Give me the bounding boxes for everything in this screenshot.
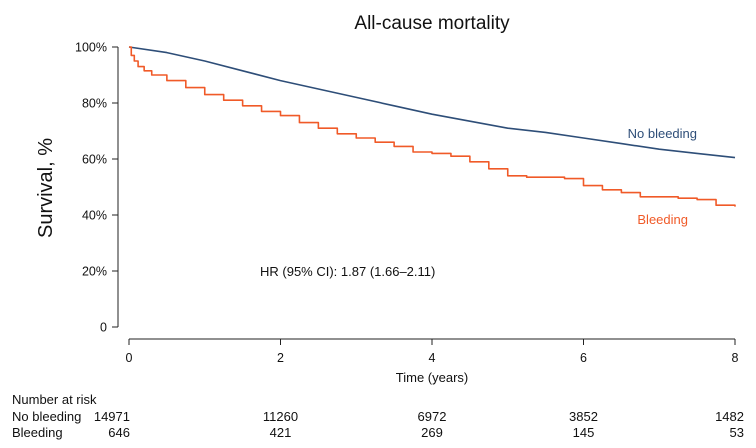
risk-value: 269 [421,425,443,440]
risk-value: 646 [108,425,130,440]
risk-value: 3852 [569,409,598,424]
y-tick-label: 80% [82,97,107,111]
risk-table-header: Number at risk [12,392,97,407]
series-line-no-bleeding [128,46,736,159]
chart-title: All-cause mortality [354,13,510,34]
series-label-no-bleeding: No bleeding [628,126,697,141]
risk-value: 11260 [263,409,298,424]
risk-table: Number at risk No bleeding 14971 11260 6972… [12,392,744,440]
hazard-ratio-annotation: HR (95% CI): 1.87 (1.66–2.11) [260,264,435,279]
series-label-bleeding: Bleeding [637,212,688,227]
risk-value: 6972 [418,409,447,424]
y-tick-label: 100% [75,41,107,55]
risk-value: 1482 [715,409,744,424]
risk-value: 421 [270,425,292,440]
y-axis-label: Survival, % [35,138,57,238]
risk-value: 14971 [94,409,130,424]
x-tick-label: 0 [126,351,133,365]
y-axis: 0 20% 40% 60% 80% 100% [75,41,119,335]
risk-row-label: No bleeding [12,409,81,424]
y-tick-label: 20% [82,265,107,279]
y-tick-label: 0 [100,321,107,335]
x-tick-label: 6 [580,351,587,365]
risk-value: 145 [573,425,595,440]
series-labels: No bleeding Bleeding [628,126,697,227]
x-tick-label: 2 [277,351,284,365]
series-lines [128,46,736,207]
x-axis-label: Time (years) [396,370,468,385]
x-axis: 0 2 4 6 8 [126,338,739,365]
y-tick-label: 40% [82,209,107,223]
x-tick-label: 8 [732,351,739,365]
risk-value: 53 [730,425,744,440]
x-tick-label: 4 [429,351,436,365]
risk-row-label: Bleeding [12,425,63,440]
y-tick-label: 60% [82,153,107,167]
series-line-bleeding [129,46,736,207]
